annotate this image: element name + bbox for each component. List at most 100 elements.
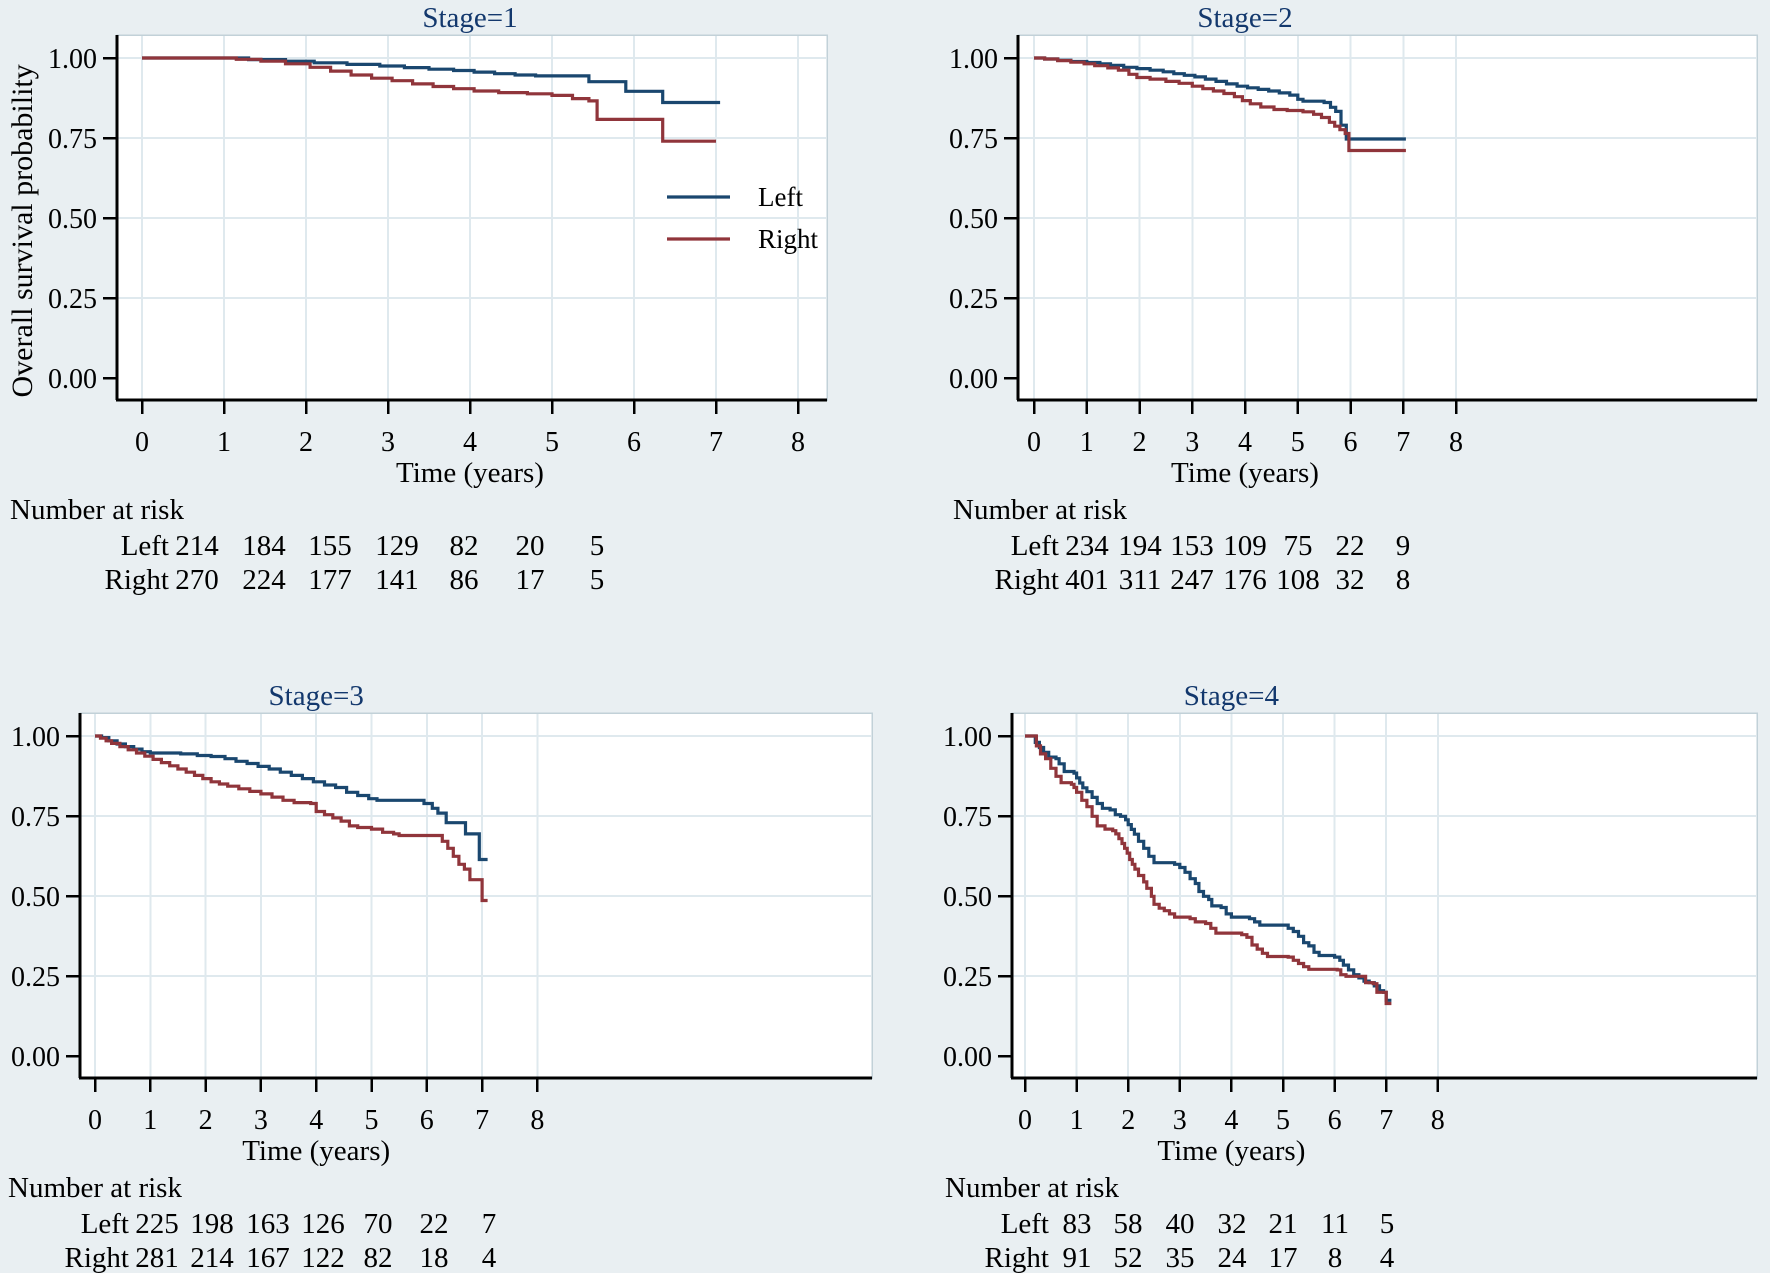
y-tick-label: 0.50 [943, 882, 992, 913]
x-axis-title: Time (years) [242, 1135, 390, 1167]
risk-value: 311 [1119, 564, 1161, 596]
x-tick-label: 3 [254, 1105, 268, 1136]
y-tick-label: 0.00 [48, 364, 97, 395]
risk-table-header: Number at risk [945, 1172, 1119, 1204]
x-tick-label: 3 [1173, 1105, 1187, 1136]
risk-value: 35 [1166, 1242, 1195, 1273]
x-axis-title: Time (years) [396, 457, 544, 489]
y-tick-label: 0.75 [949, 124, 998, 155]
risk-value: 32 [1336, 564, 1365, 596]
risk-value: 5 [590, 564, 605, 596]
risk-value: 21 [1269, 1208, 1298, 1240]
risk-table-header: Number at risk [10, 494, 184, 526]
risk-value: 224 [242, 564, 286, 596]
risk-value: 281 [135, 1242, 179, 1273]
panel-title: Stage=2 [1197, 2, 1292, 34]
km-curve-right [1034, 56, 1406, 153]
panel-svg-stage-3: 1.00 0.75 0.50 0.25 0.00 0 1 2 3 4 5 6 7 8 Stage=3 Time… [8, 680, 873, 1273]
risk-value: 225 [135, 1208, 179, 1240]
risk-value: 32 [1218, 1208, 1247, 1240]
risk-value: 270 [175, 564, 219, 596]
risk-value: 22 [1336, 530, 1365, 562]
x-tick-label: 7 [475, 1105, 489, 1136]
x-tick-label: 4 [1238, 427, 1252, 458]
panel-title: Stage=3 [269, 680, 364, 712]
x-tick-label: 7 [1396, 427, 1410, 458]
x-tick-label: 8 [1449, 427, 1463, 458]
y-tick-label: 0.75 [11, 802, 60, 833]
risk-value: 155 [308, 530, 352, 562]
y-tick-label: 1.00 [949, 44, 998, 75]
x-tick-label: 0 [135, 427, 149, 458]
risk-row-label-left: Left [1011, 530, 1059, 562]
legend-label-left: Left [758, 182, 803, 212]
x-tick-label: 8 [1431, 1105, 1445, 1136]
y-tick-label: 0.75 [48, 124, 97, 155]
risk-value: 22 [420, 1208, 449, 1240]
risk-value: 86 [450, 564, 479, 596]
panel-stage-3: 1.00 0.75 0.50 0.25 0.00 0 1 2 3 4 5 6 7 8 Stage=3 Time… [0, 612, 885, 1273]
risk-value: 234 [1065, 530, 1109, 562]
risk-value: 247 [1170, 564, 1214, 596]
x-tick-label: 2 [199, 1105, 213, 1136]
x-tick-label: 6 [1344, 427, 1358, 458]
risk-value: 24 [1218, 1242, 1248, 1273]
x-tick-label: 1 [1080, 427, 1094, 458]
legend-label-right: Right [758, 224, 819, 254]
risk-value: 17 [516, 564, 545, 596]
risk-value: 11 [1321, 1208, 1349, 1240]
risk-row-label-left: Left [81, 1208, 129, 1240]
risk-value: 17 [1269, 1242, 1298, 1273]
x-tick-label: 5 [1291, 427, 1305, 458]
x-axis-title: Time (years) [1171, 457, 1319, 489]
x-tick-label: 2 [299, 427, 313, 458]
panel-svg-stage-1: 1.00 0.75 0.50 0.25 0.00 0 1 2 3 4 5 6 7 8 Stage=1 Time… [6, 2, 828, 596]
risk-value: 5 [1380, 1208, 1395, 1240]
risk-value: 401 [1065, 564, 1109, 596]
km-curve-left [95, 734, 488, 862]
risk-value: 214 [190, 1242, 234, 1273]
risk-value: 18 [420, 1242, 449, 1273]
x-tick-label: 6 [1328, 1105, 1342, 1136]
x-tick-label: 4 [1224, 1105, 1238, 1136]
x-tick-label: 1 [1070, 1105, 1084, 1136]
x-tick-label: 7 [1379, 1105, 1393, 1136]
y-tick-label: 1.00 [943, 722, 992, 753]
risk-value: 75 [1284, 530, 1313, 562]
x-tick-label: 2 [1133, 427, 1147, 458]
km-curve-right [142, 56, 716, 143]
risk-value: 70 [364, 1208, 393, 1240]
y-axis-title: Overall survival probability [6, 64, 39, 397]
risk-value: 184 [242, 530, 286, 562]
risk-row-label-right: Right [105, 564, 169, 596]
x-tick-label: 8 [530, 1105, 544, 1136]
y-tick-label: 0.50 [48, 204, 97, 235]
risk-value: 214 [175, 530, 219, 562]
risk-row-label-right: Right [65, 1242, 129, 1273]
x-tick-label: 5 [1276, 1105, 1290, 1136]
x-tick-label: 4 [463, 427, 477, 458]
x-tick-label: 5 [545, 427, 559, 458]
x-tick-label: 5 [365, 1105, 379, 1136]
panel-title: Stage=1 [422, 2, 517, 34]
panel-svg-stage-4: 1.000.750.500.250.000 1 2 3 4 5 6 7 8Stage=4Time… [943, 680, 1758, 1273]
y-tick-label: 0.50 [11, 882, 60, 913]
risk-value: 108 [1276, 564, 1320, 596]
risk-value: 4 [482, 1242, 497, 1273]
risk-value: 198 [190, 1208, 234, 1240]
panel-stage-1: 1.00 0.75 0.50 0.25 0.00 0 1 2 3 4 5 6 7 8 Stage=1 Time… [0, 0, 885, 612]
risk-table-header: Number at risk [953, 494, 1127, 526]
risk-table-header: Number at risk [8, 1172, 182, 1204]
risk-value: 40 [1166, 1208, 1195, 1240]
risk-value: 7 [482, 1208, 497, 1240]
x-tick-label: 7 [709, 427, 723, 458]
risk-row-label-left: Left [121, 530, 169, 562]
x-tick-label: 0 [1027, 427, 1041, 458]
x-tick-label: 1 [217, 427, 231, 458]
risk-value: 177 [308, 564, 352, 596]
risk-value: 153 [1170, 530, 1214, 562]
y-tick-label: 0.75 [943, 802, 992, 833]
risk-value: 167 [246, 1242, 290, 1273]
risk-value: 91 [1063, 1242, 1092, 1273]
